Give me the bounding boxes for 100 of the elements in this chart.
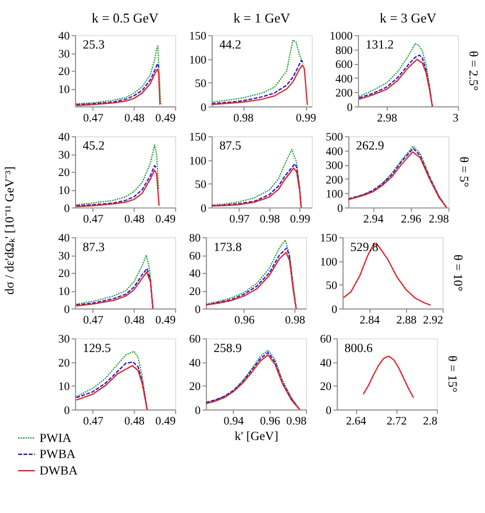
x-tick-label: 0.47 [83, 314, 104, 326]
x-tick-label: 2.84 [360, 314, 380, 326]
y-tick-label: 10 [58, 381, 70, 394]
x-tick-label: 0.47 [83, 112, 104, 124]
y-tick-label: 0 [200, 102, 207, 114]
y-tick-label: 20 [58, 357, 70, 370]
x-tick-label: 2.92 [422, 314, 444, 326]
y2-axis-title: θ = 5° [456, 156, 471, 188]
x-tick-label: 0.97 [229, 213, 250, 226]
annotation: 173.8 [214, 240, 242, 254]
x-tick-label: 0.49 [155, 314, 176, 326]
x-tick-label: 3 [452, 112, 459, 124]
y-tick-label: 0 [64, 404, 70, 417]
y-tick-label: 200 [335, 88, 353, 100]
x-tick-label: 0.47 [83, 415, 104, 428]
legend-label: DWBA [39, 464, 78, 478]
y-tick-label: 0 [332, 304, 338, 316]
x-tick-label: 0.49 [155, 415, 176, 428]
y-tick-label: 40 [189, 268, 201, 280]
x-tick-label: 0.98 [286, 415, 307, 428]
y-tick-label: 30 [58, 48, 70, 60]
x-tick-label: 0.98 [233, 112, 254, 124]
x-tick-label: 0.96 [234, 314, 255, 326]
x-tick-label: 0.48 [124, 415, 145, 428]
x-tick-label: 2.96 [401, 213, 422, 226]
line-series [342, 243, 432, 306]
annotation: 44.2 [219, 38, 242, 52]
y-tick-label: 100 [320, 256, 338, 268]
annotation: 87.3 [82, 240, 105, 254]
y-tick-label: 30 [58, 334, 70, 346]
annotation: 131.2 [366, 38, 394, 52]
x-tick-label: 0.96 [260, 415, 280, 428]
chart-title: k = 0.5 GeV [92, 10, 159, 26]
y-tick-label: 10 [58, 286, 70, 298]
y2-axis-title: θ = 15° [445, 356, 460, 392]
annotation: 129.5 [82, 340, 111, 355]
y-tick-label: 10 [58, 185, 70, 197]
x-tick-label: 2.94 [363, 213, 384, 226]
y-tick-label: 500 [326, 132, 344, 144]
y-tick-label: 100 [189, 54, 207, 66]
x-tick-label: 2.88 [396, 314, 417, 326]
y-tick-label: 50 [194, 179, 207, 192]
x-tick-label: 0.98 [260, 213, 280, 226]
line-series [212, 148, 302, 208]
y-tick-label: 30 [58, 149, 70, 162]
x-tick-label: 2.72 [386, 415, 408, 428]
x-tick-label: 0.98 [285, 314, 306, 326]
x-tick-label: 2.98 [428, 213, 450, 226]
annotation: 87.5 [219, 138, 242, 153]
y-tick-label: 40 [320, 357, 332, 370]
y-tick-label: 40 [189, 357, 201, 370]
x-tick-label: 0.48 [124, 314, 145, 326]
x-tick-label: 2.8 [422, 415, 438, 428]
y2-axis-title: θ = 10° [451, 254, 466, 292]
y-tick-label: 150 [189, 30, 207, 43]
y-axis-title: dσ / dε'dΩₖ' [10⁻¹¹ GeV⁻³] [2, 166, 16, 295]
legend-label: PWIA [39, 430, 72, 445]
x-tick-label: 0.49 [155, 213, 176, 226]
y-tick-label: 0 [64, 202, 70, 215]
x-tick-label: 0.99 [296, 112, 316, 124]
y-tick-label: 300 [326, 160, 344, 172]
y-tick-label: 60 [189, 250, 201, 262]
x-tick-label: 0.94 [224, 415, 244, 428]
y-tick-label: 20 [58, 268, 70, 280]
y-tick-label: 0 [337, 202, 344, 215]
line-series [212, 39, 304, 103]
y-tick-label: 0 [200, 202, 207, 215]
annotation: 25.3 [82, 38, 105, 52]
y-tick-label: 600 [335, 59, 353, 72]
annotation: 262.9 [356, 138, 384, 153]
y-tick-label: 0 [194, 404, 201, 417]
chart-title: k = 1 GeV [233, 10, 290, 26]
legend-label: PWBA [39, 447, 76, 462]
y-tick-label: 40 [58, 132, 70, 144]
y-tick-label: 1000 [330, 30, 353, 43]
annotation: 258.9 [214, 340, 242, 355]
y-tick-label: 30 [58, 250, 70, 262]
annotation: 800.6 [344, 340, 373, 355]
x-tick-label: 0.48 [124, 112, 145, 124]
y-tick-label: 0 [64, 304, 70, 316]
y2-axis-title: θ = 2.5° [466, 50, 481, 91]
x-tick-label: 2.64 [346, 415, 366, 428]
y-tick-label: 20 [189, 286, 201, 298]
y-tick-label: 20 [320, 381, 332, 394]
line-series [362, 356, 414, 398]
y-tick-label: 150 [320, 232, 338, 245]
y-tick-label: 0 [194, 304, 201, 316]
y-tick-label: 50 [326, 280, 338, 292]
y-tick-label: 50 [194, 78, 207, 90]
y-tick-label: 80 [189, 232, 201, 245]
annotation: 45.2 [82, 138, 105, 153]
x-axis-title: k' [GeV] [234, 428, 278, 443]
x-tick-label: 0.47 [83, 213, 104, 226]
x-tick-label: 0.99 [290, 213, 310, 226]
y-tick-label: 0 [326, 404, 332, 417]
y-tick-label: 100 [326, 188, 344, 201]
y-tick-label: 150 [189, 132, 207, 144]
y-tick-label: 60 [189, 334, 201, 346]
y-tick-label: 10 [58, 84, 70, 96]
y-tick-label: 20 [189, 381, 201, 394]
